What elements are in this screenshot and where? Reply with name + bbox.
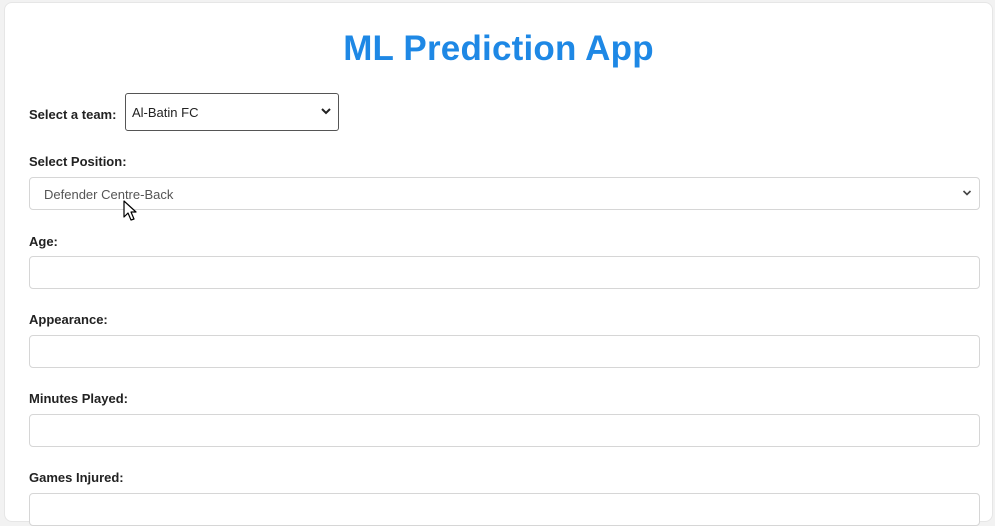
age-label: Age: <box>29 234 58 249</box>
mouse-cursor-icon <box>123 200 137 221</box>
chevron-down-icon <box>321 108 331 115</box>
team-select-value: Al-Batin FC <box>132 105 199 120</box>
team-label: Select a team: <box>29 107 117 122</box>
position-label: Select Position: <box>29 154 127 169</box>
age-input[interactable] <box>29 256 980 289</box>
minutes-played-input[interactable] <box>29 414 980 447</box>
prediction-form-card: ML Prediction App Select a team: Al-Bati… <box>4 2 993 526</box>
games-injured-input[interactable] <box>29 493 980 526</box>
position-select[interactable]: Defender Centre-Back <box>29 177 980 210</box>
minutes-played-label: Minutes Played: <box>29 391 128 406</box>
games-injured-label: Games Injured: <box>29 470 124 485</box>
team-select[interactable]: Al-Batin FC <box>125 93 339 131</box>
appearance-label: Appearance: <box>29 312 108 327</box>
page-title: ML Prediction App <box>343 29 654 68</box>
position-select-value: Defender Centre-Back <box>44 187 174 202</box>
chevron-down-icon <box>962 190 972 196</box>
appearance-input[interactable] <box>29 335 980 368</box>
